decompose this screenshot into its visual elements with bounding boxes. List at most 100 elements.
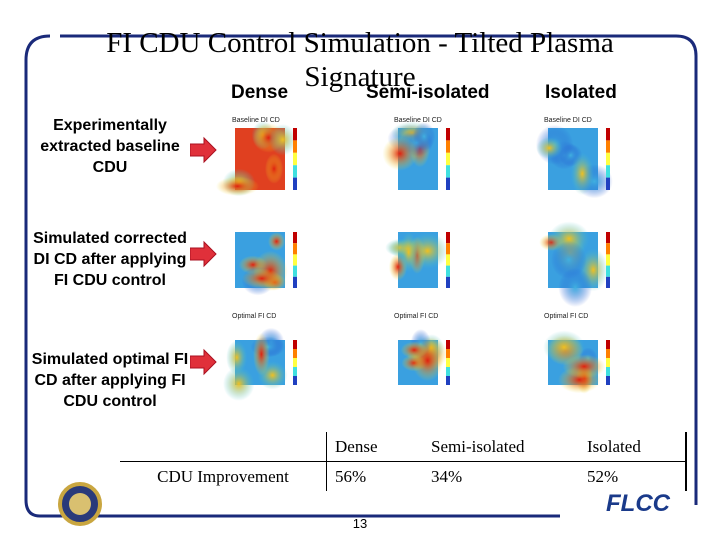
colorbar-segment <box>446 152 450 166</box>
colorbar-segment <box>606 349 610 358</box>
colorbar-segment <box>293 276 297 288</box>
colorbar-segment <box>606 128 610 141</box>
colorbar-segment <box>446 340 450 349</box>
heatmap-blob <box>215 176 260 196</box>
colorbar-segment <box>446 358 450 367</box>
colorbar-segment <box>293 177 297 190</box>
colorbar-segment <box>446 265 450 277</box>
heatmap-blob <box>399 231 418 273</box>
colorbar-segment <box>293 265 297 277</box>
colorbar <box>293 128 297 190</box>
table-header: Isolated <box>579 432 687 462</box>
colorbar-segment <box>293 165 297 178</box>
colorbar-segment <box>606 254 610 266</box>
colorbar-segment <box>446 140 450 153</box>
heatmap-blob <box>570 152 595 196</box>
colorbar-segment <box>293 367 297 376</box>
panel-caption: Optimal FI CD <box>232 313 277 320</box>
colorbar-segment <box>606 376 610 385</box>
heatmap-blob <box>253 332 270 376</box>
colorbar-segment <box>446 349 450 358</box>
heatmap-blob <box>558 267 593 308</box>
colorbar <box>606 128 610 190</box>
colorbar-segment <box>606 165 610 178</box>
colorbar <box>606 340 610 385</box>
colorbar-segment <box>446 367 450 376</box>
table-header: Semi-isolated <box>431 436 525 456</box>
heatmap-blob <box>223 366 255 401</box>
table-cell: 34% <box>423 461 579 491</box>
table-cell <box>120 432 327 462</box>
row-label: Experimentally extracted baseline CDU <box>30 115 190 178</box>
colorbar-segment <box>293 358 297 367</box>
heatmap-blob <box>268 124 297 156</box>
column-header: Isolated <box>545 82 617 103</box>
panel-caption: Optimal FI CD <box>394 313 439 320</box>
colorbar-segment <box>293 243 297 255</box>
colorbar-segment <box>446 243 450 255</box>
page-number: 13 <box>352 516 368 531</box>
colorbar-segment <box>446 254 450 266</box>
colorbar <box>293 340 297 385</box>
frame-border <box>24 34 698 518</box>
heatmap-blob <box>242 268 282 289</box>
colorbar-segment <box>293 254 297 266</box>
colorbar-segment <box>446 165 450 178</box>
colorbar <box>446 128 450 190</box>
colorbar-segment <box>293 128 297 141</box>
colorbar <box>293 232 297 288</box>
colorbar-segment <box>293 349 297 358</box>
colorbar-segment <box>606 232 610 244</box>
arrow <box>189 348 217 376</box>
improvement-table: Dense Semi-isolated Isolated CDU Improve… <box>120 432 687 491</box>
table-cell: 56% <box>326 461 423 491</box>
colorbar-segment <box>293 232 297 244</box>
heatmap-blob <box>536 137 563 160</box>
colorbar-segment <box>606 340 610 349</box>
table-header: Dense <box>326 432 423 462</box>
colorbar-segment <box>293 376 297 385</box>
colorbar <box>446 232 450 288</box>
heatmap-blob <box>268 232 286 251</box>
colorbar-segment <box>606 140 610 153</box>
colorbar-segment <box>293 140 297 153</box>
colorbar-segment <box>606 276 610 288</box>
colorbar-segment <box>606 358 610 367</box>
colorbar-segment <box>446 177 450 190</box>
arrow <box>189 136 217 164</box>
column-header: Dense <box>231 82 289 103</box>
column-header: Semi-isolated <box>366 82 490 103</box>
colorbar-segment <box>606 367 610 376</box>
table-cell: 52% <box>579 461 687 491</box>
heatmaps <box>215 120 613 401</box>
colorbar-segment <box>446 232 450 244</box>
panel-caption: Baseline DI CD <box>394 117 442 124</box>
colorbar-segment <box>446 276 450 288</box>
colorbar-segment <box>293 152 297 166</box>
colorbar-segment <box>446 376 450 385</box>
colorbar-segment <box>293 340 297 349</box>
logo-text: FLCC <box>604 490 672 518</box>
heatmap-blob <box>412 122 436 151</box>
heatmap-blob <box>264 153 284 184</box>
colorbar <box>446 340 450 385</box>
colorbar-segment <box>606 177 610 190</box>
colorbar-segment <box>606 243 610 255</box>
heatmap-blob <box>543 330 585 364</box>
logo-center <box>69 493 91 515</box>
row-label: Simulated optimal FI CD after applying F… <box>30 349 190 412</box>
panel-caption: Optimal FI CD <box>544 313 589 320</box>
heatmap-blob <box>226 340 248 375</box>
heatmap-blob <box>400 341 428 359</box>
arrow <box>189 240 217 268</box>
table-row-label: CDU Improvement <box>120 461 327 491</box>
panel-caption: Baseline DI CD <box>544 117 592 124</box>
colorbar-segment <box>606 152 610 166</box>
arrows <box>189 136 217 376</box>
panel-caption: Baseline DI CD <box>232 117 280 124</box>
colorbar-segment <box>446 128 450 141</box>
heatmap-blob <box>382 136 418 171</box>
colorbar-segment <box>606 265 610 277</box>
row-label: Simulated corrected DI CD after applying… <box>30 228 190 291</box>
